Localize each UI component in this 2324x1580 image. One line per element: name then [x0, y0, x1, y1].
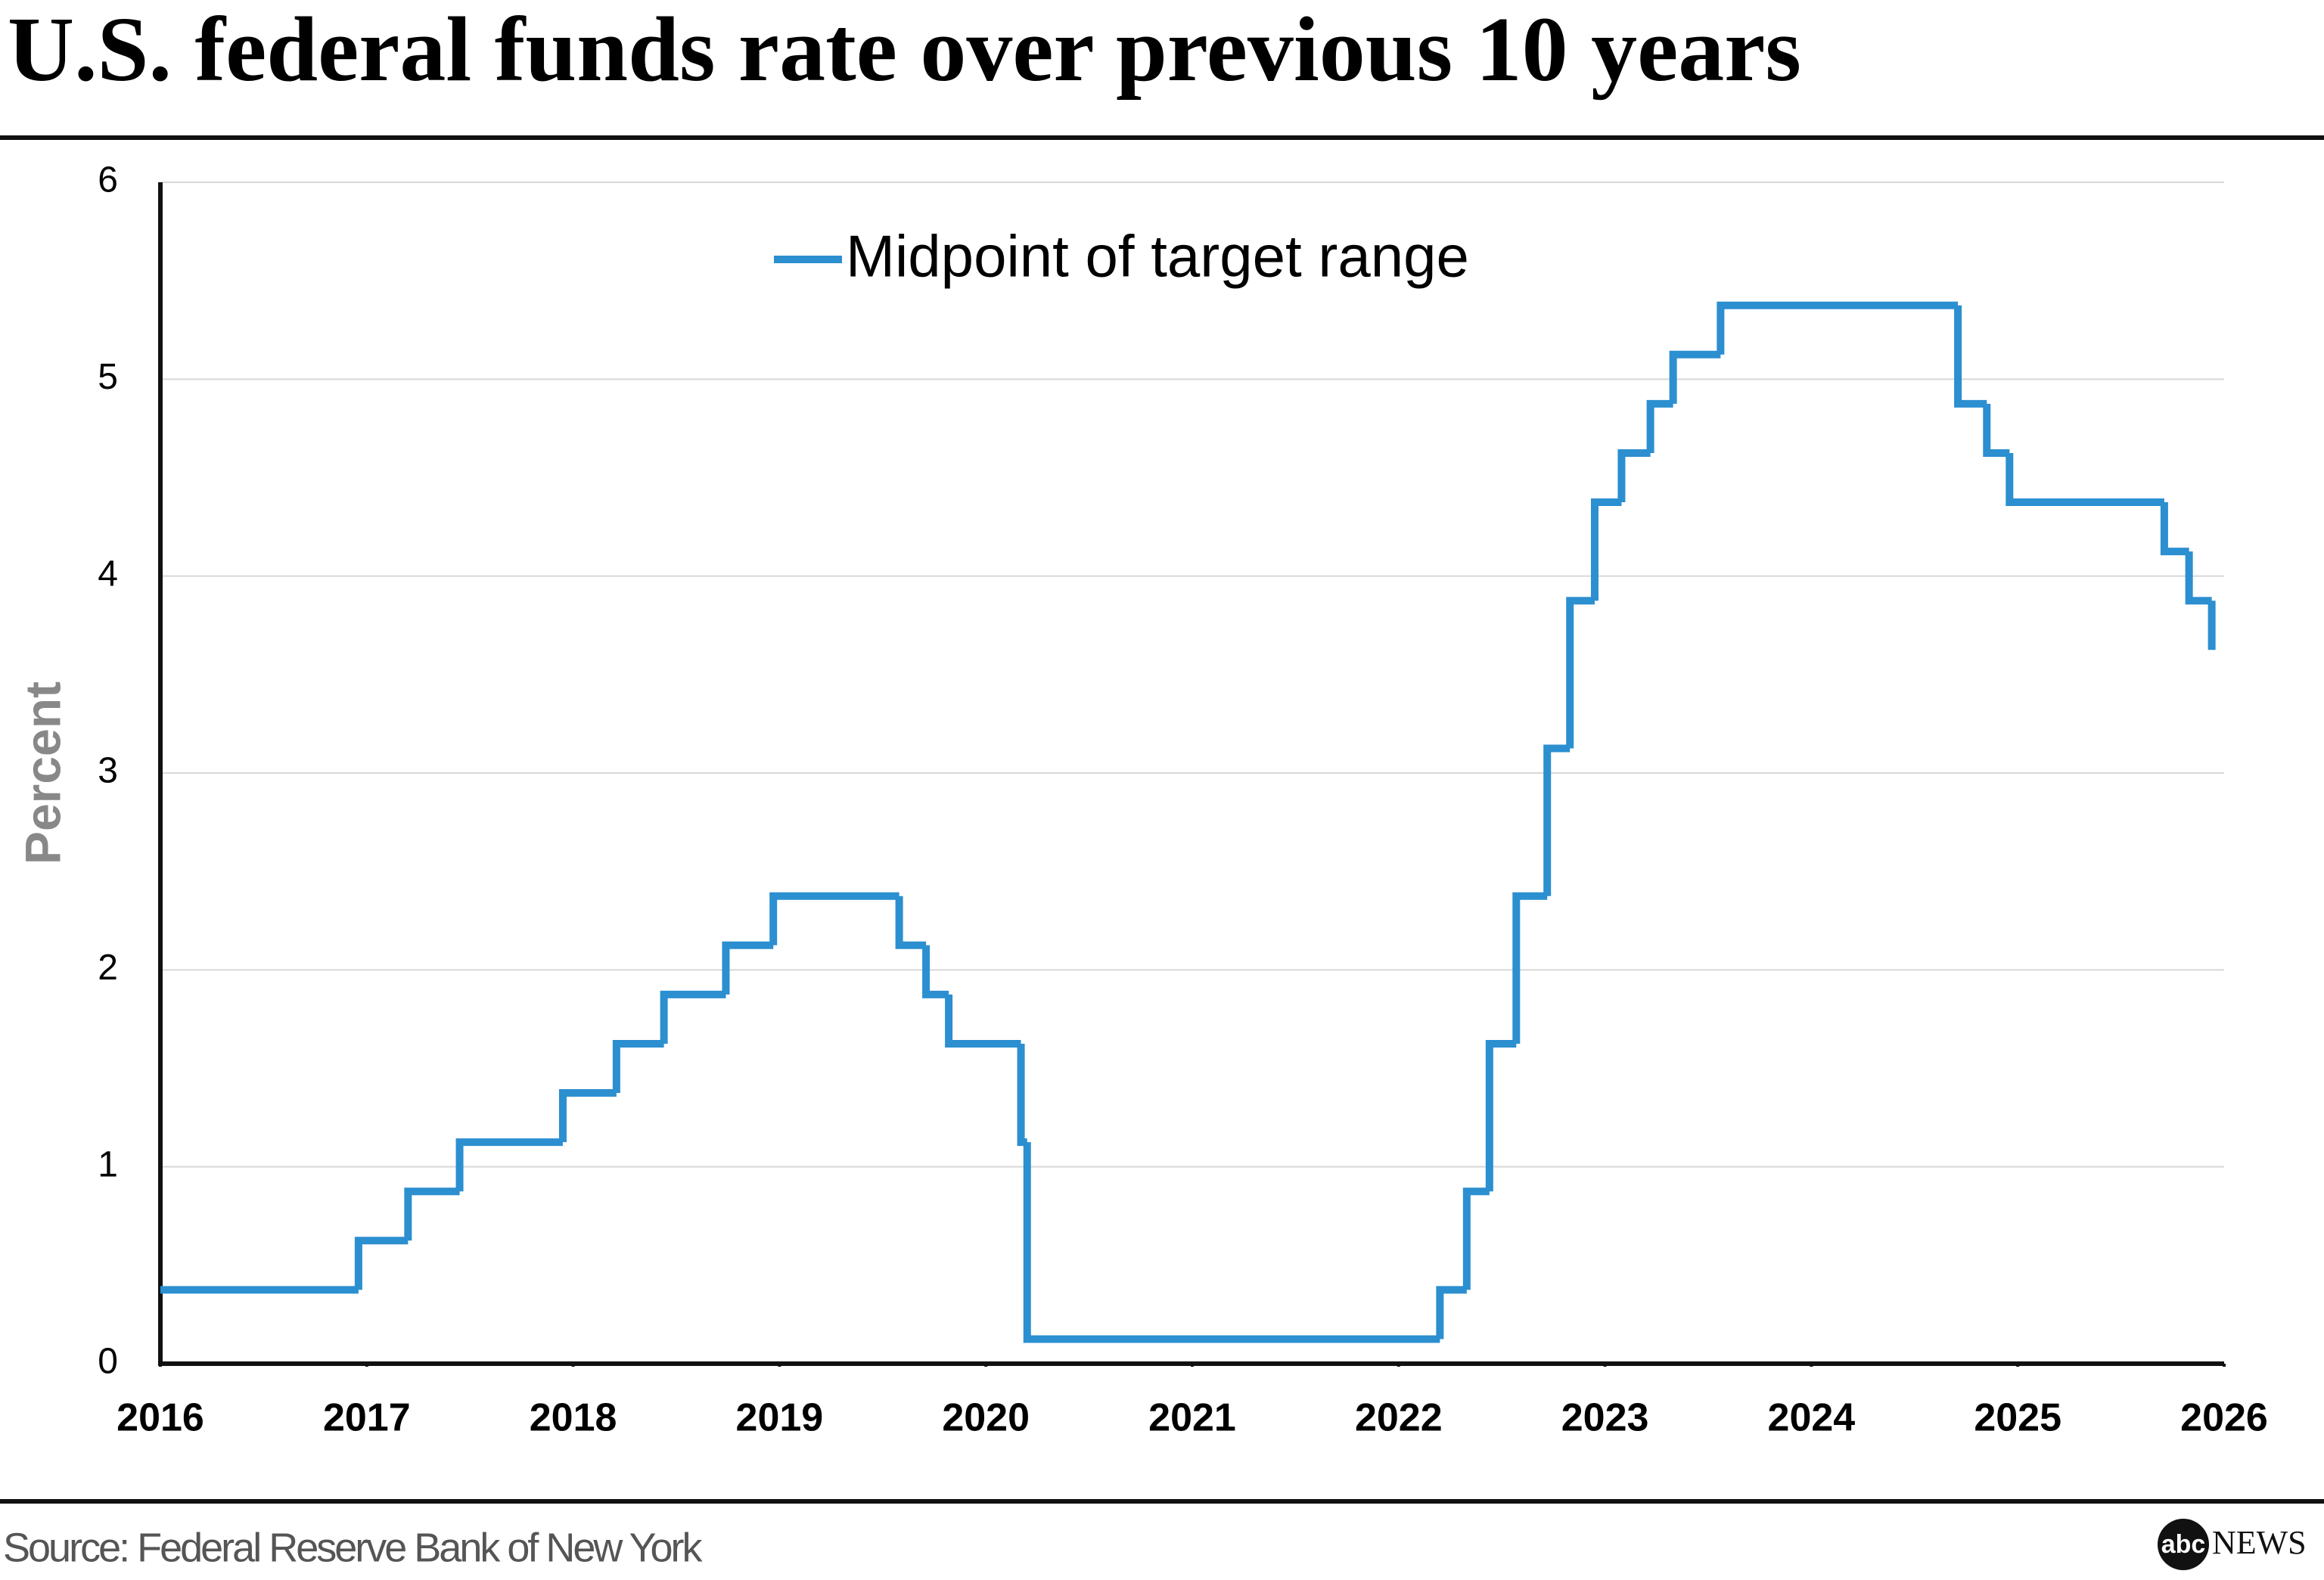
step-segment — [612, 1039, 664, 1094]
x-tick-label: 2018 — [530, 1396, 617, 1440]
step-segment — [2160, 502, 2189, 556]
x-tick-label: 2017 — [323, 1396, 411, 1440]
x-tick-label: 2025 — [1974, 1396, 2061, 1440]
step-segment — [722, 941, 774, 995]
y-tick-label: 2 — [98, 948, 118, 988]
bottom-rule — [0, 1499, 2324, 1504]
step-segment — [455, 1138, 563, 1192]
top-rule — [0, 135, 2324, 140]
step-segment — [1617, 449, 1651, 503]
step-segment — [1462, 1187, 1490, 1290]
x-tick-label: 2024 — [1768, 1396, 1856, 1440]
x-tick-label: 2023 — [1561, 1396, 1649, 1440]
y-tick-label: 5 — [98, 357, 118, 397]
step-segment — [945, 994, 1021, 1048]
step-segment — [1983, 403, 2010, 457]
step-segment — [558, 1089, 617, 1143]
legend-label: Midpoint of target range — [846, 223, 1469, 290]
y-tick-label: 0 — [98, 1342, 118, 1382]
x-tick-label: 2026 — [2180, 1396, 2268, 1440]
y-tick-label: 1 — [98, 1144, 118, 1184]
x-tick-label: 2019 — [736, 1396, 824, 1440]
y-axis-label: Percent — [14, 681, 70, 864]
chart-title: U.S. federal funds rate over previous 10… — [8, 0, 1801, 101]
step-segment — [1954, 305, 1987, 408]
step-segment — [1566, 597, 1595, 749]
step-segment — [660, 990, 726, 1044]
step-segment — [354, 1237, 409, 1290]
step-segment — [1436, 1286, 1467, 1339]
logo-abc: abc — [2161, 1530, 2206, 1559]
step-segment — [1590, 498, 1622, 601]
step-segment — [1543, 744, 1571, 896]
x-tick-label: 2021 — [1148, 1396, 1236, 1440]
step-segment — [1512, 892, 1548, 1044]
step-segment — [769, 892, 899, 945]
y-tick-label: 6 — [98, 160, 118, 200]
logo-circle — [2158, 1519, 2209, 1570]
step-segment — [1646, 399, 1673, 453]
step-segment — [1717, 301, 1959, 355]
step-segment — [2185, 551, 2212, 605]
step-segment — [1485, 1039, 1517, 1192]
source: Source: Federal Reserve Bank of New York — [3, 1525, 704, 1570]
step-segment — [404, 1187, 460, 1241]
x-tick-label: 2022 — [1355, 1396, 1443, 1440]
y-tick-label: 4 — [98, 554, 118, 594]
step-segment — [2006, 452, 2164, 507]
step-segment — [1023, 1142, 1440, 1343]
step-segment — [895, 896, 927, 949]
x-tick-label: 2016 — [117, 1396, 204, 1440]
logo-news: NEWS — [2212, 1524, 2307, 1561]
step-segment — [922, 945, 949, 998]
x-tick-label: 2020 — [942, 1396, 1030, 1440]
step-segment — [1669, 350, 1721, 404]
y-tick-label: 3 — [98, 751, 118, 791]
